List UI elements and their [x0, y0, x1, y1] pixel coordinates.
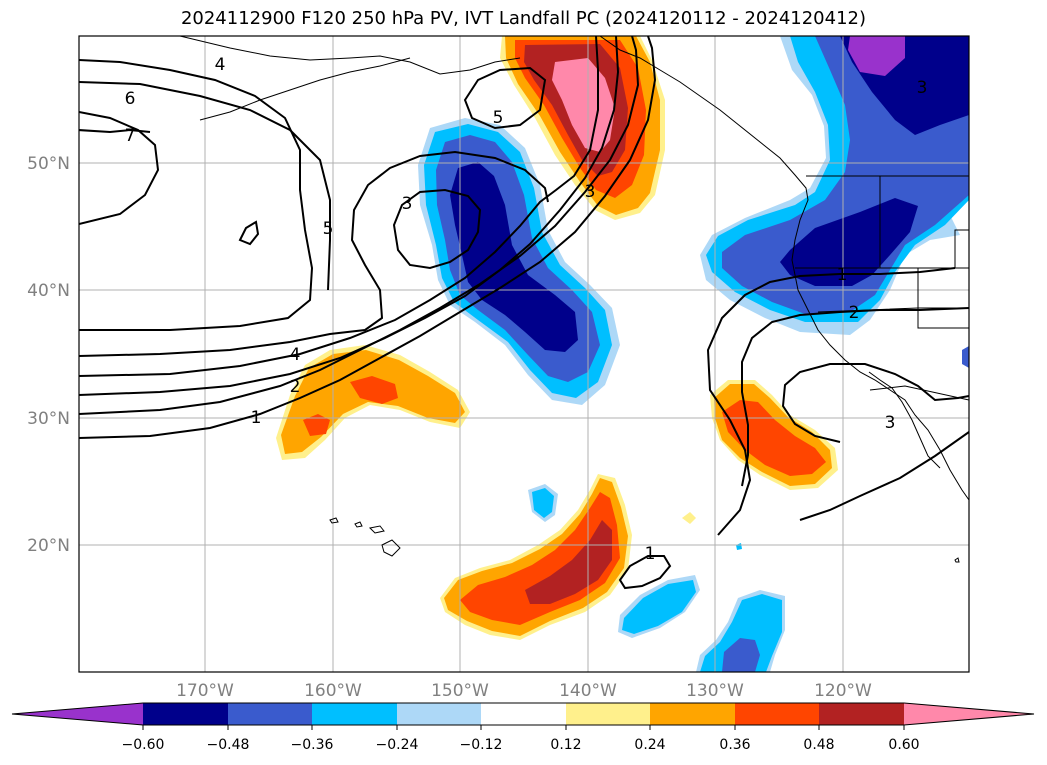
colorbar-segment [650, 703, 735, 725]
colorbar-segment [312, 703, 397, 725]
lon-label: 140°W [559, 681, 617, 701]
lon-label: 160°W [304, 681, 362, 701]
colorbar-tick-label: 0.48 [803, 737, 834, 753]
lon-label: 170°W [176, 681, 234, 701]
colorbar-segment [735, 703, 819, 725]
colorbar-segment [228, 703, 312, 725]
plot-title: 2024112900 F120 250 hPa PV, IVT Landfall… [180, 8, 867, 29]
colorbar-ticks [142, 725, 905, 730]
contour-label: 5 [493, 108, 504, 128]
colorbar-tick-label: 0.60 [888, 737, 919, 753]
shade-negative-south [532, 488, 554, 518]
contour-label: 6 [125, 89, 136, 109]
colorbar-tick-label: −0.12 [460, 737, 503, 753]
colorbar-tick-label: 0.36 [719, 737, 750, 753]
contour-label: 3 [402, 194, 413, 214]
shade-negative-northeast [780, 36, 969, 286]
colorbar-extend-min [12, 703, 143, 725]
coastlines [179, 36, 969, 501]
shade-negative-northeast [848, 36, 905, 76]
shade-negative-south [700, 594, 782, 672]
contour-label: 2 [849, 303, 860, 323]
lat-label: 20°N [27, 536, 70, 556]
colorbar: −0.60 −0.48 −0.36 −0.24 −0.12 0.12 0.24 … [11, 702, 1035, 753]
contour-label: 3 [885, 413, 896, 433]
gridlines [79, 36, 969, 672]
contour-label: 7 [125, 126, 136, 146]
colorbar-segment [819, 703, 904, 725]
shade-negative-south [722, 638, 760, 672]
colorbar-tick-label: −0.48 [207, 737, 250, 753]
contour-label: 4 [215, 55, 226, 75]
longitude-labels: 170°W 160°W 150°W 140°W 130°W 120°W [176, 681, 872, 701]
shade-positive-south [682, 512, 696, 524]
colorbar-segment [397, 703, 481, 725]
shade-positive-north [552, 58, 615, 152]
colorbar-tick-label: 0.24 [634, 737, 665, 753]
shade-positive-south [460, 492, 620, 625]
latitude-labels: 50°N 40°N 30°N 20°N [27, 154, 70, 556]
contour-label: 4 [290, 345, 301, 365]
contour-label: 1 [645, 544, 656, 564]
colorbar-tick-label: −0.24 [376, 737, 419, 753]
lat-label: 30°N [27, 409, 70, 429]
hawaii-islands [329, 517, 960, 563]
lon-label: 120°W [814, 681, 872, 701]
shade-negative-south [622, 580, 696, 634]
contour-label: 1 [837, 265, 848, 285]
shade-positive-east [722, 400, 826, 476]
contour-label: 3 [585, 182, 596, 202]
shade-positive-south [525, 520, 612, 604]
lon-label: 150°W [431, 681, 489, 701]
colorbar-segment [143, 703, 228, 725]
colorbar-tick-label: −0.60 [122, 737, 165, 753]
lon-label: 130°W [686, 681, 744, 701]
contour-label: 5 [323, 219, 334, 239]
contour-label: 2 [290, 377, 301, 397]
lat-label: 40°N [27, 281, 70, 301]
map-frame [78, 35, 970, 673]
shade-positive-west [303, 376, 398, 436]
contour-label: 3 [917, 78, 928, 98]
colorbar-segment [481, 703, 566, 725]
contour-labels: 4 6 7 5 3 5 3 4 2 1 3 1 2 1 3 [125, 55, 928, 564]
lat-label: 50°N [27, 154, 70, 174]
pv-contours [79, 36, 969, 590]
colorbar-segment [566, 703, 650, 725]
colorbar-tick-label: 0.12 [550, 737, 581, 753]
contour-label: 1 [251, 408, 262, 428]
shade-negative-east-edge [962, 346, 969, 368]
colorbar-tick-label: −0.36 [291, 737, 334, 753]
colorbar-extend-max [904, 703, 1034, 725]
